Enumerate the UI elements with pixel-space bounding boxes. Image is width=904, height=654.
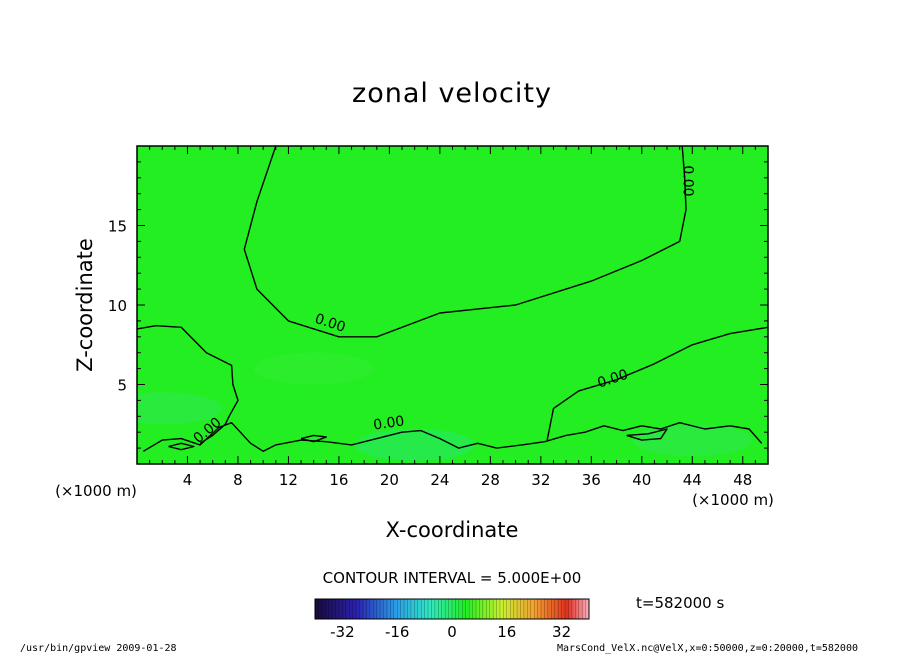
- zero-contours: [137, 146, 768, 452]
- velocity-field: [137, 146, 768, 464]
- x-tick-label: 44: [683, 471, 702, 489]
- contour-line-1: [137, 325, 239, 444]
- colorbar-tick-label: -32: [330, 623, 355, 641]
- y-tick-label: 15: [108, 218, 127, 236]
- colorbar-tick-label: 32: [552, 623, 571, 641]
- field-shade-0: [137, 392, 223, 425]
- field-background: [137, 146, 768, 464]
- y-tick-label: 10: [108, 297, 127, 315]
- footer-right: MarsCond_VelX.nc@VelX,x=0:50000,z=0:2000…: [557, 643, 858, 654]
- field-shade-2: [632, 424, 753, 457]
- x-tick-label: 28: [481, 471, 500, 489]
- colorbar-tick-label: -16: [385, 623, 410, 641]
- x-tick-label: 8: [233, 471, 243, 489]
- contour-line-3: [142, 422, 763, 452]
- x-tick-label: 24: [430, 471, 449, 489]
- footer-left: /usr/bin/gpview 2009-01-28: [20, 643, 177, 654]
- x-axis-ticks: 4 8 12 16 20 24 28 32 36 40 44 48: [149, 146, 756, 489]
- contour-interval-text: CONTOUR INTERVAL = 5.000E+00: [323, 569, 582, 587]
- x-tick-label: 40: [632, 471, 651, 489]
- contour-label-2: 0.00: [372, 413, 405, 433]
- x-tick-label: 16: [329, 471, 348, 489]
- contour-line-2: [546, 326, 768, 441]
- y-axis-label: Z-coordinate: [73, 238, 97, 372]
- time-label: t=582000 s: [636, 594, 724, 612]
- x-tick-label: 32: [531, 471, 550, 489]
- contour-label-4: 0.00: [679, 165, 695, 196]
- x-axis-label: X-coordinate: [386, 518, 519, 542]
- contour-line-6: [300, 434, 327, 443]
- x-axis-unit-left: (×1000 m): [55, 482, 137, 500]
- contour-line-0: [243, 146, 687, 338]
- contour-line-5: [626, 428, 668, 441]
- x-tick-label: 4: [183, 471, 193, 489]
- colorbar-stripes: [318, 599, 586, 619]
- contour-line-4: [168, 442, 195, 451]
- field-shade-1: [354, 428, 475, 461]
- colorbar-tick-label: 0: [447, 623, 457, 641]
- field-shade-3: [253, 352, 374, 385]
- y-tick-label: 5: [117, 377, 127, 395]
- chart-title: zonal velocity: [352, 78, 552, 109]
- y-axis-ticks: 5 10 15: [108, 161, 768, 449]
- x-axis-unit-right: (×1000 m): [692, 491, 774, 509]
- x-tick-label: 20: [380, 471, 399, 489]
- colorbar-ticks: -32 -16 0 16 32: [330, 623, 571, 641]
- x-tick-label: 12: [279, 471, 298, 489]
- x-tick-label: 48: [733, 471, 752, 489]
- colorbar-tick-label: 16: [497, 623, 516, 641]
- x-tick-label: 36: [582, 471, 601, 489]
